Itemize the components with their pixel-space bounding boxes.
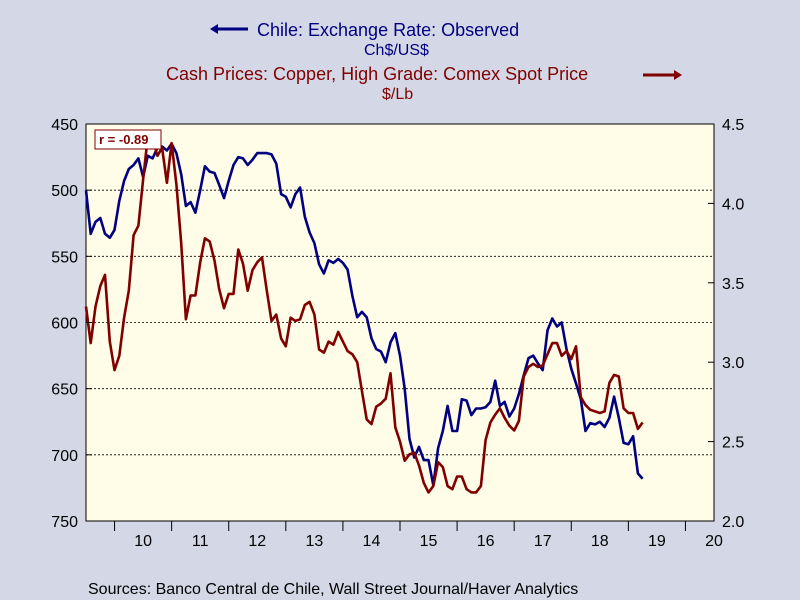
- right-tick-label: 3.0: [722, 355, 744, 372]
- right-tick-label: 2.0: [722, 514, 744, 531]
- x-tick-label: 10: [134, 533, 152, 550]
- x-tick-label: 20: [705, 533, 723, 550]
- gridlines: [86, 189, 714, 456]
- legend-arrow-left-icon: [210, 24, 218, 34]
- legend-arrow-right-icon: [674, 70, 682, 80]
- legend-label-series1: Chile: Exchange Rate: Observed: [257, 20, 519, 40]
- annotation-text: r = -0.89: [99, 132, 149, 147]
- source-note: Sources: Banco Central de Chile, Wall St…: [88, 581, 578, 598]
- left-tick-label: 500: [51, 183, 78, 200]
- series-line-1: [84, 142, 644, 487]
- right-tick-label: 2.5: [722, 435, 744, 452]
- series-lines: [84, 135, 644, 494]
- right-tick-label: 4.5: [722, 117, 744, 134]
- left-tick-label: 600: [51, 316, 78, 333]
- right-axis: 2.0 2.5 3.0 3.5 4.0 4.5: [708, 117, 744, 531]
- x-tick-label: 18: [591, 533, 609, 550]
- x-tick-label: 14: [363, 533, 381, 550]
- right-tick-label: 4.0: [722, 196, 744, 213]
- x-tick-label: 12: [248, 533, 266, 550]
- annotation-box: [94, 129, 162, 150]
- legend: Chile: Exchange Rate: Observed Ch$/US$ C…: [166, 20, 682, 103]
- x-axis: 10 11 12 13 14 15 16 17 18 19 20: [114, 521, 723, 550]
- left-tick-label: 550: [51, 249, 78, 266]
- right-tick-label: 3.5: [722, 276, 744, 293]
- series-line-2: [84, 135, 644, 494]
- legend-label-series2: Cash Prices: Copper, High Grade: Comex S…: [166, 64, 588, 84]
- correlation-annotation: r = -0.89: [94, 129, 162, 150]
- left-tick-label: 650: [51, 382, 78, 399]
- legend-unit-series1: Ch$/US$: [364, 42, 429, 59]
- left-tick-label: 450: [51, 117, 78, 134]
- left-tick-label: 750: [51, 514, 78, 531]
- x-tick-label: 19: [648, 533, 666, 550]
- legend-entry-series1: Chile: Exchange Rate: Observed Ch$/US$: [210, 20, 519, 59]
- x-tick-label: 17: [534, 533, 552, 550]
- left-axis: 450 500 550 600 650 700 750: [51, 117, 92, 531]
- x-tick-label: 13: [305, 533, 323, 550]
- x-tick-label: 16: [477, 533, 495, 550]
- left-tick-label: 700: [51, 448, 78, 465]
- legend-unit-series2: $/Lb: [382, 86, 413, 103]
- x-tick-label: 15: [420, 533, 438, 550]
- x-tick-label: 11: [192, 533, 209, 550]
- legend-entry-series2: Cash Prices: Copper, High Grade: Comex S…: [166, 64, 682, 103]
